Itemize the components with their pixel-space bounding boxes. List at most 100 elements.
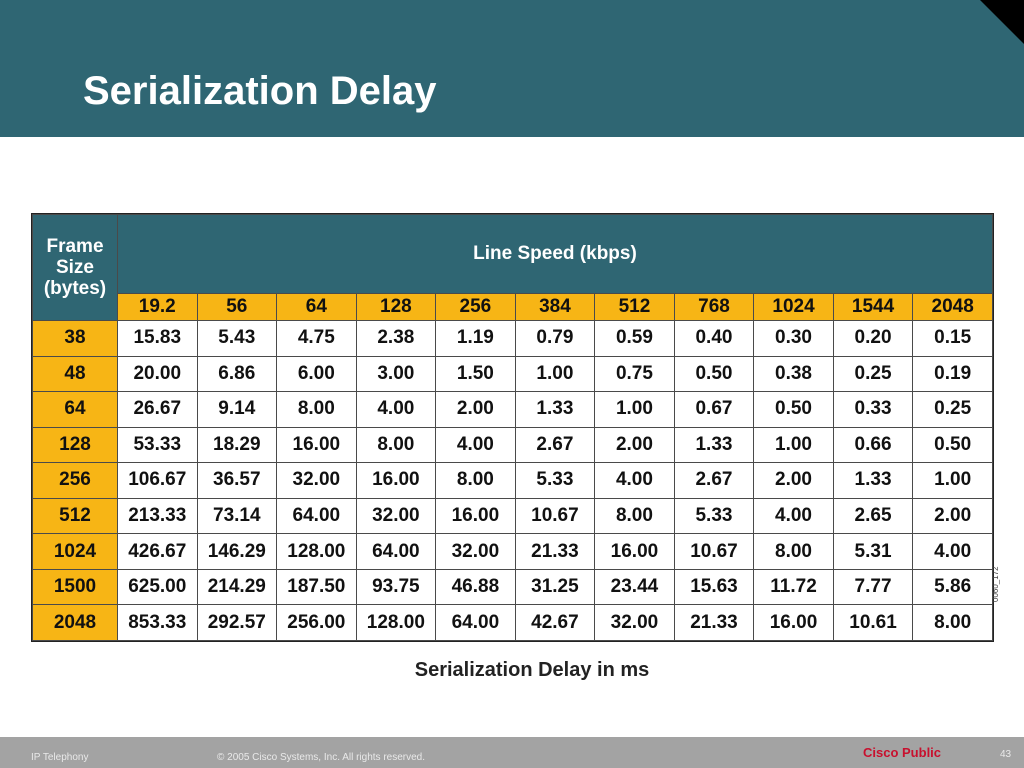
delay-cell: 292.57 (196, 604, 278, 641)
delay-cell: 9.14 (196, 391, 278, 428)
figure-code: 0060_172 (991, 566, 1000, 602)
delay-cell: 853.33 (117, 604, 198, 641)
delay-cell: 16.00 (435, 497, 516, 535)
footer-classification: Cisco Public (863, 745, 942, 760)
delay-cell: 6.86 (196, 355, 278, 393)
delay-cell: 214.29 (196, 568, 278, 606)
table-row: 2048 853.33 292.57 256.00 128.00 64.00 42.67 32… (32, 604, 993, 641)
delay-cell: 21.33 (673, 604, 755, 641)
delay-cell: 128.00 (276, 533, 357, 570)
delay-cell: 2.00 (435, 391, 516, 428)
delay-cell: 5.31 (832, 533, 914, 570)
delay-cell: 106.67 (117, 462, 198, 499)
table-body: Frame Size (bytes) Line Speed (kbps) 19.… (32, 214, 993, 641)
delay-cell: 0.30 (753, 320, 834, 357)
speed-header-cell: 256 (435, 293, 516, 321)
delay-cell: 0.38 (753, 355, 834, 393)
delay-cell: 187.50 (276, 568, 357, 606)
slide-title: Serialization Delay (83, 69, 437, 113)
delay-cell: 0.66 (832, 426, 914, 464)
delay-cell: 1.19 (435, 320, 516, 357)
delay-cell: 0.75 (594, 355, 675, 393)
footer-page-number: 43 (1000, 749, 1012, 760)
delay-cell: 1.33 (514, 391, 596, 428)
delay-cell: 36.57 (196, 462, 278, 499)
delay-cell: 7.77 (832, 568, 914, 606)
delay-cell: 64.00 (435, 604, 516, 641)
table-row: 128 53.33 18.29 16.00 8.00 4.00 2.67 2.00 1.33 1.… (32, 426, 993, 464)
delay-cell: 5.33 (673, 497, 755, 535)
delay-cell: 32.00 (594, 604, 675, 641)
delay-cell: 64.00 (355, 533, 437, 570)
frame-size-cell: 256 (32, 462, 118, 499)
footer-copyright: © 2005 Cisco Systems, Inc. All rights re… (217, 752, 426, 763)
delay-cell: 1.00 (753, 426, 834, 464)
speed-header-cell: 512 (594, 293, 675, 321)
speed-header-cell: 1544 (832, 293, 914, 321)
delay-cell: 26.67 (117, 391, 198, 428)
table-row: 256 106.67 36.57 32.00 16.00 8.00 5.33 4.00 2.67… (32, 462, 993, 499)
delay-cell: 0.25 (832, 355, 914, 393)
delay-cell: 11.72 (753, 568, 834, 606)
delay-cell: 32.00 (276, 462, 357, 499)
serialization-table: Frame Size (bytes) Line Speed (kbps) 19.… (31, 213, 994, 642)
frame-size-cell: 48 (32, 355, 118, 393)
delay-cell: 4.00 (753, 497, 834, 535)
speed-header-cell: 64 (276, 293, 357, 321)
delay-cell: 32.00 (355, 497, 437, 535)
delay-cell: 1.00 (514, 355, 596, 393)
delay-cell: 0.50 (912, 426, 993, 464)
delay-cell: 1.33 (832, 462, 914, 499)
delay-cell: 73.14 (196, 497, 278, 535)
delay-cell: 16.00 (753, 604, 834, 641)
footer-bar: IP Telephony © 2005 Cisco Systems, Inc. … (0, 737, 1024, 768)
delay-cell: 31.25 (514, 568, 596, 606)
table-row: 48 20.00 6.86 6.00 3.00 1.50 1.00 0.75 0.50 0.38 0… (32, 355, 993, 393)
speed-header-cell: 2048 (912, 293, 993, 321)
delay-cell: 8.00 (276, 391, 357, 428)
delay-cell: 8.00 (912, 604, 993, 641)
line-speed-header: Line Speed (kbps) (117, 214, 993, 294)
delay-cell: 1.33 (673, 426, 755, 464)
frame-size-cell: 1500 (32, 568, 118, 606)
delay-cell: 0.15 (912, 320, 993, 357)
delay-cell: 0.25 (912, 391, 993, 428)
delay-cell: 2.00 (753, 462, 834, 499)
delay-cell: 42.67 (514, 604, 596, 641)
table-row: 1500 625.00 214.29 187.50 93.75 46.88 31.25 23.… (32, 568, 993, 606)
delay-cell: 16.00 (355, 462, 437, 499)
delay-cell: 146.29 (196, 533, 278, 570)
delay-cell: 64.00 (276, 497, 357, 535)
delay-cell: 16.00 (276, 426, 357, 464)
frame-size-header: Frame Size (bytes) (32, 214, 118, 321)
delay-cell: 4.00 (912, 533, 993, 570)
delay-cell: 625.00 (117, 568, 198, 606)
delay-cell: 8.00 (594, 497, 675, 535)
delay-cell: 128.00 (355, 604, 437, 641)
delay-cell: 4.75 (276, 320, 357, 357)
delay-cell: 1.50 (435, 355, 516, 393)
speed-header-cell: 1024 (753, 293, 834, 321)
delay-cell: 1.00 (594, 391, 675, 428)
delay-cell: 4.00 (355, 391, 437, 428)
delay-cell: 53.33 (117, 426, 198, 464)
delay-cell: 93.75 (355, 568, 437, 606)
frame-size-cell: 2048 (32, 604, 118, 641)
delay-cell: 2.00 (594, 426, 675, 464)
frame-size-cell: 1024 (32, 533, 118, 570)
delay-cell: 8.00 (753, 533, 834, 570)
table-row: 512 213.33 73.14 64.00 32.00 16.00 10.67 8.00 5.… (32, 497, 993, 535)
delay-cell: 1.00 (912, 462, 993, 499)
frame-size-header-text: Frame Size (bytes) (43, 236, 107, 299)
delay-cell: 32.00 (435, 533, 516, 570)
delay-cell: 5.86 (912, 568, 993, 606)
speed-header-cell: 56 (196, 293, 278, 321)
delay-cell: 0.79 (514, 320, 596, 357)
delay-cell: 2.65 (832, 497, 914, 535)
delay-cell: 6.00 (276, 355, 357, 393)
corner-triangle (980, 0, 1024, 44)
delay-cell: 46.88 (435, 568, 516, 606)
delay-cell: 8.00 (435, 462, 516, 499)
delay-cell: 10.61 (832, 604, 914, 641)
delay-cell: 2.38 (355, 320, 437, 357)
